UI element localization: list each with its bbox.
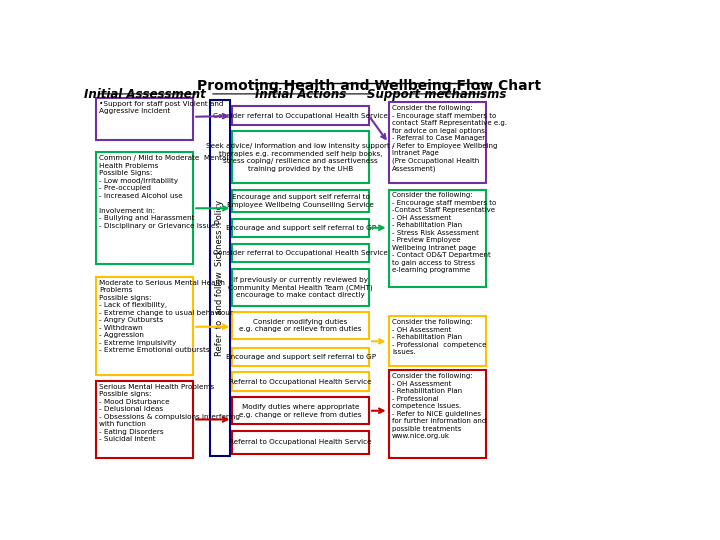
FancyBboxPatch shape — [96, 152, 193, 265]
Text: Referral to Occupational Health Service: Referral to Occupational Health Service — [230, 439, 372, 445]
FancyBboxPatch shape — [233, 219, 369, 238]
Text: Serious Mental Health Problems
Possible signs:
- Mood Disturbance
- Delusional i: Serious Mental Health Problems Possible … — [99, 384, 240, 442]
FancyBboxPatch shape — [96, 98, 193, 140]
Text: If previously or currently reviewed by
Community Mental Health Team (CMHT)
encou: If previously or currently reviewed by C… — [228, 276, 373, 298]
FancyBboxPatch shape — [233, 312, 369, 339]
FancyBboxPatch shape — [389, 316, 486, 366]
Text: •Support for staff post Violent and
Aggressive Incident: •Support for staff post Violent and Aggr… — [99, 101, 223, 114]
FancyBboxPatch shape — [210, 100, 230, 456]
Text: Modify duties where appropriate
e.g. change or relieve from duties: Modify duties where appropriate e.g. cha… — [239, 404, 362, 418]
Text: Consider modifying duties
e.g. change or relieve from duties: Consider modifying duties e.g. change or… — [239, 319, 362, 333]
FancyBboxPatch shape — [233, 244, 369, 262]
FancyBboxPatch shape — [389, 370, 486, 458]
FancyBboxPatch shape — [233, 397, 369, 424]
Text: Initial Assessment: Initial Assessment — [84, 87, 205, 100]
FancyBboxPatch shape — [233, 431, 369, 454]
Text: Consider the following:
- Encourage staff members to
contact Staff Representativ: Consider the following: - Encourage staf… — [392, 105, 507, 172]
FancyBboxPatch shape — [96, 381, 193, 458]
Text: Encourage and support self referral to
Employee Wellbeing Counselling Service: Encourage and support self referral to E… — [228, 194, 374, 208]
Text: Support mechanisms: Support mechanisms — [367, 87, 507, 100]
Text: Consider the following:
- OH Assessment
- Rehabilitation Plan
- Professional  co: Consider the following: - OH Assessment … — [392, 319, 486, 355]
Text: Consider the following:
- OH Assessment
- Rehabilitation Plan
- Professional
com: Consider the following: - OH Assessment … — [392, 373, 486, 440]
FancyBboxPatch shape — [389, 190, 486, 287]
Text: Consider referral to Occupational Health Service: Consider referral to Occupational Health… — [213, 113, 388, 119]
Text: Encourage and support self referral to GP: Encourage and support self referral to G… — [225, 354, 376, 360]
FancyBboxPatch shape — [389, 102, 486, 183]
Text: Initial Actions: Initial Actions — [256, 87, 346, 100]
Text: Consider referral to Occupational Health Service: Consider referral to Occupational Health… — [213, 250, 388, 256]
FancyBboxPatch shape — [96, 277, 193, 375]
Text: Moderate to Serious Mental Health
Problems
Possible signs:
- Lack of flexibility: Moderate to Serious Mental Health Proble… — [99, 280, 233, 353]
Text: Seek advice/ information and low intensity support /
therapies e.g. recommended : Seek advice/ information and low intensi… — [207, 143, 395, 172]
Text: Consider the following:
- Encourage staff members to
-Contact Staff Representati: Consider the following: - Encourage staf… — [392, 192, 496, 273]
Text: Refer  to  and follow  Sickness  Policy: Refer to and follow Sickness Policy — [215, 200, 224, 356]
Text: Common / Mild to Moderate  Mental
Health Problems
Possible Signs:
- Low mood/Irr: Common / Mild to Moderate Mental Health … — [99, 155, 228, 228]
FancyBboxPatch shape — [233, 190, 369, 212]
FancyBboxPatch shape — [233, 268, 369, 306]
Text: Encourage and support self referral to GP: Encourage and support self referral to G… — [225, 225, 376, 231]
FancyBboxPatch shape — [233, 348, 369, 366]
FancyBboxPatch shape — [233, 131, 369, 183]
FancyBboxPatch shape — [233, 373, 369, 391]
FancyBboxPatch shape — [233, 106, 369, 125]
Text: Referral to Occupational Health Service: Referral to Occupational Health Service — [230, 379, 372, 385]
Text: Promoting Health and Wellbeing Flow Chart: Promoting Health and Wellbeing Flow Char… — [197, 79, 541, 93]
